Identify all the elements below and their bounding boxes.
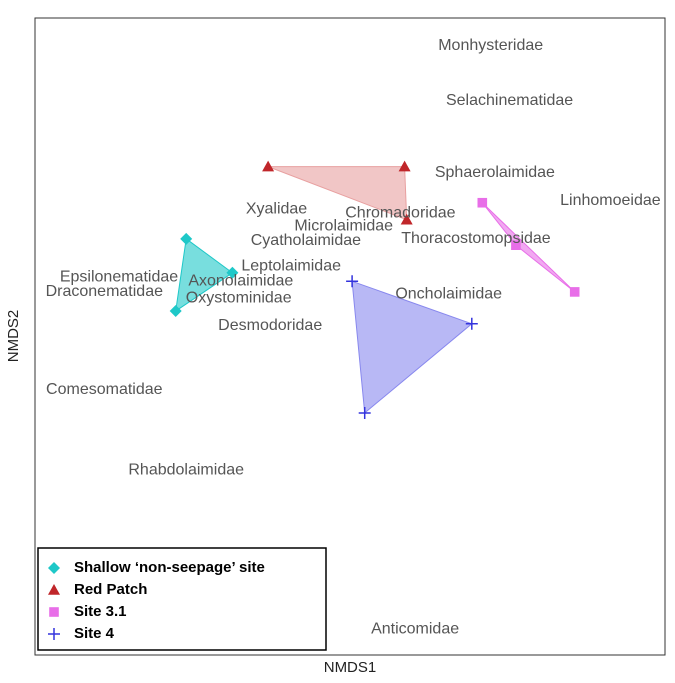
hull [351,280,473,414]
family-label: Sphaerolaimidae [435,164,555,181]
legend: Shallow ‘non-seepage’ site Red Patch Site … [37,547,327,651]
family-label: Axonolaimidae [188,273,293,290]
legend-label: Red Patch [74,581,147,598]
hull [175,237,234,313]
family-label: Microlaimidae [294,217,393,234]
family-label: Oxystominidae [186,289,292,306]
x-axis-label: NMDS1 [324,659,377,676]
family-label: Rhabdolaimidae [128,461,244,478]
point [226,266,239,279]
legend-marker [49,607,59,617]
legend-box [37,547,327,651]
y-axis-label: NMDS2 [5,310,22,363]
point [465,317,478,330]
point [169,305,182,318]
family-label: Draconematidae [46,283,164,300]
legend-marker [48,584,60,595]
family-label: Selachinematidae [446,92,573,109]
family-label: Monhysteridae [438,37,543,54]
point [346,275,359,288]
legend-label: Site 4 [74,625,115,642]
point [398,160,411,172]
legend-marker [48,562,60,574]
legend-marker [48,628,60,640]
family-label: Epsilonematidae [60,268,178,285]
family-label: Leptolaimidae [241,258,341,275]
hull [267,166,408,221]
family-label: Desmodoridae [218,317,322,334]
point [511,240,521,250]
legend-label: Site 3.1 [74,603,127,620]
point [400,213,413,225]
point [569,287,580,297]
family-label: Comesomatidae [46,381,163,398]
family-label: Oncholaimidae [395,285,502,302]
family-label: Anticomidae [371,621,459,638]
point [180,232,193,245]
family-label: Linhomoeidae [560,192,661,209]
point [477,197,488,208]
family-label: Thoracostomopsidae [401,230,551,247]
family-label: Chromadoridae [345,205,455,222]
family-label: Xyalidae [246,200,307,217]
hull [481,202,576,293]
point [262,160,275,172]
point [358,406,371,419]
legend-label: Shallow ‘non-seepage’ site [74,559,265,576]
family-label: Cyatholaimidae [251,232,361,249]
